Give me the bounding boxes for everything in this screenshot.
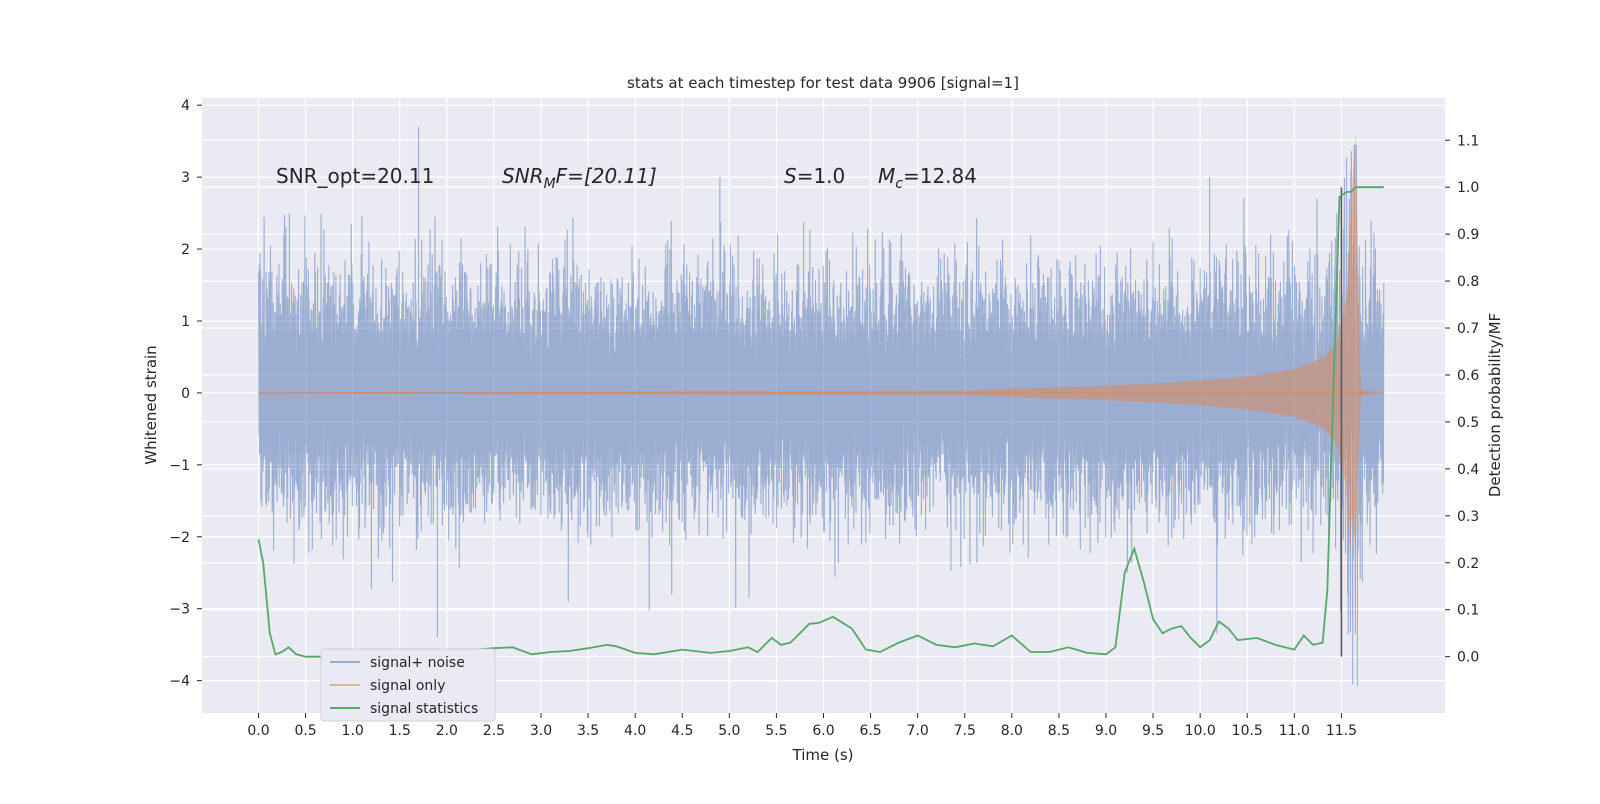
- y-tick-label: −3: [169, 602, 190, 618]
- y2-tick-label: 1.0: [1457, 180, 1479, 196]
- y2-tick-label: 0.0: [1457, 650, 1479, 666]
- x-tick-label: 9.0: [1095, 723, 1117, 739]
- legend-box: [320, 648, 496, 722]
- x-axis: 0.0 0.5 1.0 1.5 2.0 2.5 3.0 3.5 4.0 4.5 5.0 5.5 6.0 6…: [247, 713, 1357, 739]
- y-tick-label: 4: [181, 98, 190, 114]
- x-tick-label: 10.5: [1232, 723, 1263, 739]
- x-tick-label: 6.5: [859, 723, 881, 739]
- y-tick-label: 1: [181, 314, 190, 330]
- x-tick-label: 3.0: [530, 723, 552, 739]
- x-tick-label: 1.5: [389, 723, 411, 739]
- x-tick-label: 7.5: [954, 723, 976, 739]
- x-tick-label: 8.5: [1048, 723, 1070, 739]
- x-tick-label: 8.0: [1001, 723, 1023, 739]
- y2-tick-label: 0.2: [1457, 556, 1479, 572]
- y2-tick-label: 0.4: [1457, 462, 1479, 478]
- legend-label-signal-only: signal only: [370, 678, 445, 694]
- y-tick-label: −4: [169, 674, 190, 690]
- x-tick-label: 11.0: [1279, 723, 1310, 739]
- x-tick-label: 1.0: [342, 723, 364, 739]
- y2-tick-label: 0.5: [1457, 415, 1479, 431]
- y2-axis: 0.0 0.1 0.2 0.3 0.4 0.5 0.6 0.7 0.8 0.9 1.0 1.1: [1445, 133, 1479, 666]
- annotation-s: S=1.0: [784, 164, 845, 188]
- y2-tick-label: 0.3: [1457, 509, 1479, 525]
- annotation-snr-opt: SNR_opt=20.11: [276, 164, 434, 188]
- y2-tick-label: 0.1: [1457, 603, 1479, 619]
- y-axis-label: Whitened strain: [142, 345, 160, 464]
- y-tick-label: −1: [169, 458, 190, 474]
- y-tick-label: 2: [181, 242, 190, 258]
- y2-axis-label: Detection probability/MF: [1486, 313, 1504, 497]
- legend-label-signal-noise: signal+ noise: [370, 655, 465, 671]
- y-axis: −4 −3 −2 −1 0 1 2 3 4: [169, 98, 202, 690]
- y2-tick-label: 0.6: [1457, 368, 1479, 384]
- legend-label-signal-statistics: signal statistics: [370, 701, 478, 717]
- chart-title: stats at each timestep for test data 990…: [627, 74, 1019, 92]
- x-tick-label: 2.0: [436, 723, 458, 739]
- y2-tick-label: 1.1: [1457, 133, 1479, 149]
- annotation-snr-mf: SNRMF=[20.11]: [502, 164, 657, 192]
- x-tick-label: 10.0: [1185, 723, 1216, 739]
- x-tick-label: 6.0: [812, 723, 834, 739]
- x-tick-label: 5.5: [765, 723, 787, 739]
- annotation-mc: Mc=12.84: [878, 164, 977, 192]
- x-tick-label: 0.5: [294, 723, 316, 739]
- y-tick-label: 0: [181, 386, 190, 402]
- x-axis-label: Time (s): [792, 746, 854, 764]
- y-tick-label: 3: [181, 170, 190, 186]
- y2-tick-label: 0.7: [1457, 321, 1479, 337]
- x-tick-label: 11.5: [1326, 723, 1357, 739]
- y2-tick-label: 0.9: [1457, 227, 1479, 243]
- x-tick-label: 3.5: [577, 723, 599, 739]
- legend: signal+ noise signal only signal statist…: [320, 648, 496, 722]
- x-tick-label: 2.5: [483, 723, 505, 739]
- x-tick-label: 7.0: [907, 723, 929, 739]
- x-tick-label: 4.0: [624, 723, 646, 739]
- x-tick-label: 0.0: [247, 723, 269, 739]
- x-tick-label: 9.5: [1142, 723, 1164, 739]
- y-tick-label: −2: [169, 530, 190, 546]
- x-tick-label: 4.5: [671, 723, 693, 739]
- y2-tick-label: 0.8: [1457, 274, 1479, 290]
- x-tick-label: 5.0: [718, 723, 740, 739]
